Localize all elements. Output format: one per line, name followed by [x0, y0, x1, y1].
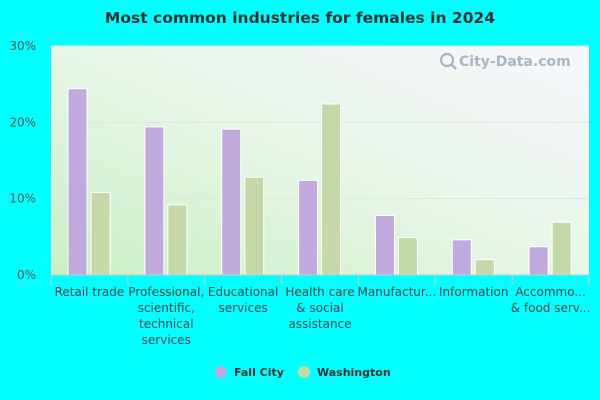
- y-axis: 0% 10% 20% 30%: [9, 39, 36, 282]
- x-category-label: Retail trade: [55, 285, 125, 299]
- bar-washington: [474, 259, 495, 276]
- legend: Fall City Washington: [215, 366, 391, 379]
- magnifier-icon: [439, 52, 457, 70]
- chart-title: Most common industries for females in 20…: [105, 9, 495, 27]
- x-category-label: Information: [439, 285, 508, 299]
- legend-swatch: [215, 366, 227, 378]
- y-tick-label: 20%: [9, 115, 36, 129]
- bar-fall-city: [144, 126, 165, 276]
- watermark-text: City-Data.com: [459, 54, 571, 70]
- bar-washington: [551, 221, 572, 276]
- x-category-label: Health care & social assistance: [285, 285, 354, 331]
- x-axis: Retail trade Professional, scientific, tech…: [50, 274, 591, 347]
- legend-swatch: [298, 366, 310, 378]
- bar-fall-city: [221, 128, 242, 276]
- bar-fall-city: [67, 88, 88, 276]
- watermark: City-Data.com: [439, 52, 571, 70]
- legend-label: Washington: [317, 366, 391, 379]
- bar-washington: [90, 192, 111, 276]
- bars: [67, 88, 572, 276]
- bar-washington: [167, 204, 188, 276]
- x-category-label: Educational services: [208, 285, 278, 315]
- bar-fall-city: [451, 239, 472, 276]
- gridlines: [51, 45, 589, 200]
- y-tick-label: 10%: [9, 192, 36, 206]
- legend-label: Fall City: [234, 366, 284, 379]
- y-tick-label: 0%: [17, 268, 36, 282]
- bar-washington: [244, 176, 265, 276]
- bar-fall-city: [528, 246, 549, 276]
- bar-fall-city: [374, 214, 395, 276]
- bar-fall-city: [298, 179, 319, 276]
- x-category-label: Professional, scientific, technical service…: [128, 285, 204, 347]
- bar-washington: [397, 237, 418, 276]
- y-tick-label: 30%: [9, 39, 36, 53]
- plot-area: [51, 46, 589, 275]
- x-category-label: Accommo... & food serv...: [511, 285, 591, 315]
- x-category-label: Manufactur...: [358, 285, 437, 299]
- bar-washington: [321, 103, 342, 276]
